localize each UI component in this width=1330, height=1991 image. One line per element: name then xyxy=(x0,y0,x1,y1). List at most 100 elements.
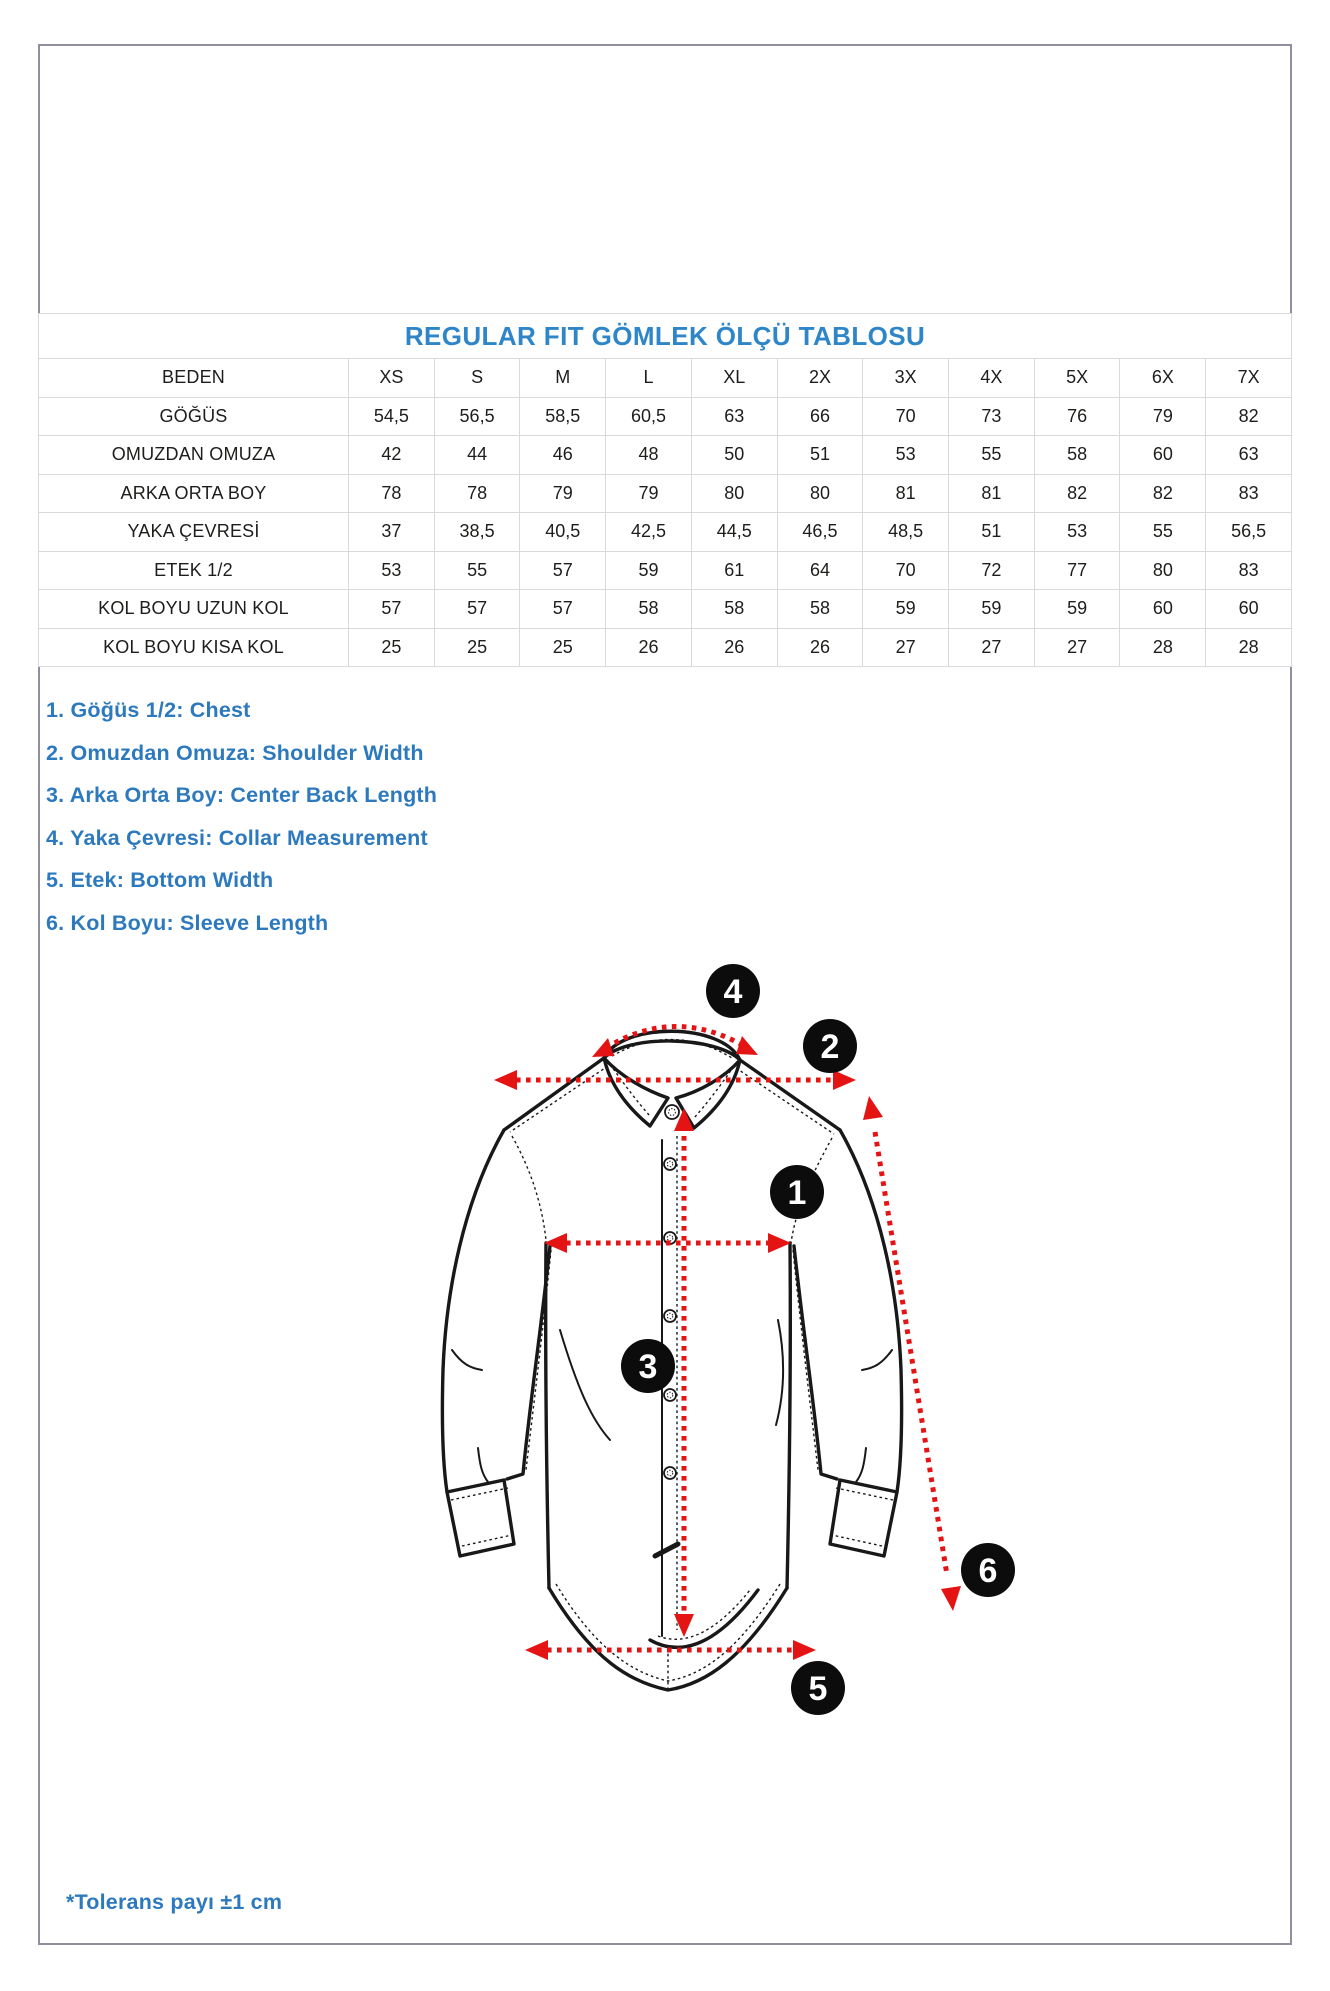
size-value-cell: 27 xyxy=(862,627,950,667)
legend-item: 6. Kol Boyu: Sleeve Length xyxy=(46,910,329,935)
size-value-cell: 73 xyxy=(948,396,1035,436)
size-value-cell: 42,5 xyxy=(605,512,692,552)
left-shoulder xyxy=(502,1056,606,1132)
size-value-cell: 76 xyxy=(1033,396,1121,436)
right-shoulder xyxy=(738,1058,842,1132)
marker-hem: 5 xyxy=(791,1661,845,1715)
tolerance-note: *Tolerans payı ±1 cm xyxy=(66,1890,283,1914)
marker-collar: 4 xyxy=(706,964,760,1018)
size-value-cell: 54,5 xyxy=(348,396,435,436)
size-value-cell: 58 xyxy=(690,589,778,629)
collar-right-leaf xyxy=(674,1058,742,1130)
body-right-side xyxy=(785,1241,792,1590)
size-value-cell: 57 xyxy=(348,589,435,629)
size-value-cell: 40,5 xyxy=(519,512,607,552)
size-value-cell: 55 xyxy=(1119,512,1207,552)
legend-item: 5. Etek: Bottom Width xyxy=(46,868,274,892)
legend-list: 1. Göğüs 1/2: Chest 2. Omuzdan Omuza: Sho… xyxy=(46,698,437,953)
shirt-drawing xyxy=(440,1029,904,1692)
size-value-cell: 80 xyxy=(690,473,778,513)
body-left-side xyxy=(544,1241,551,1590)
size-value-cell: 55 xyxy=(948,435,1035,475)
size-value-cell: 78 xyxy=(433,473,521,513)
size-value-cell: 59 xyxy=(862,589,950,629)
size-value-cell: 26 xyxy=(690,627,778,667)
table-row: KOL BOYU KISA KOL 25 25 25 26 26 26 27 27 27 28 28 xyxy=(38,627,1292,667)
left-sleeve xyxy=(440,1128,506,1494)
table-title: REGULAR FIT GÖMLEK ÖLÇÜ TABLOSU xyxy=(38,313,1292,359)
svg-text:6: 6 xyxy=(979,1552,998,1590)
size-value-cell: 70 xyxy=(862,550,950,590)
size-column-header: 3X xyxy=(862,358,950,398)
size-value-cell: 58 xyxy=(605,589,692,629)
page-frame xyxy=(38,44,1292,1945)
size-value-cell: 50 xyxy=(690,435,778,475)
collar-arc-arrow xyxy=(604,1024,746,1051)
legend-item: 1. Göğüs 1/2: Chest xyxy=(46,698,251,722)
size-value-cell: 26 xyxy=(605,627,692,667)
svg-text:5: 5 xyxy=(809,1670,828,1708)
size-value-cell: 82 xyxy=(1119,473,1207,513)
placket-buttons xyxy=(663,1157,677,1480)
left-cuff xyxy=(445,1478,516,1558)
table-row: YAKA ÇEVRESİ 37 38,5 40,5 42,5 44,5 46,5 48,5 51… xyxy=(38,512,1292,552)
table-row: ETEK 1/2 53 55 57 59 61 64 70 72 77 80 83 xyxy=(38,550,1292,590)
size-value-cell: 46 xyxy=(519,435,607,475)
legend-item: 3. Arka Orta Boy: Center Back Length xyxy=(46,783,438,807)
legend-item: 4. Yaka Çevresi: Collar Measurement xyxy=(46,825,428,850)
size-value-cell: 28 xyxy=(1119,627,1207,667)
hem-curve xyxy=(547,1586,789,1692)
size-value-cell: 55 xyxy=(433,550,521,590)
right-sleeve-inner xyxy=(792,1244,839,1481)
marker-sleeve: 6 xyxy=(961,1543,1015,1597)
size-value-cell: 63 xyxy=(1205,435,1292,475)
size-value-cell: 59 xyxy=(948,589,1035,629)
table-title-row: REGULAR FIT GÖMLEK ÖLÇÜ TABLOSU xyxy=(38,313,1292,359)
size-value-cell: 44 xyxy=(433,435,521,475)
size-value-cell: 63 xyxy=(690,396,778,436)
row-label: GÖĞÜS xyxy=(38,396,349,436)
collar-button xyxy=(664,1104,680,1120)
size-value-cell: 26 xyxy=(776,627,864,667)
size-value-cell: 59 xyxy=(1033,589,1121,629)
size-column-header: L xyxy=(605,358,692,398)
size-value-cell: 78 xyxy=(348,473,435,513)
size-value-cell: 25 xyxy=(519,627,607,667)
size-value-cell: 27 xyxy=(1033,627,1121,667)
hem-flap xyxy=(648,1588,760,1650)
table-row: OMUZDAN OMUZA 42 44 46 48 50 51 53 55 58 60 63 xyxy=(38,435,1292,475)
size-value-cell: 27 xyxy=(948,627,1035,667)
size-value-cell: 42 xyxy=(348,435,435,475)
size-value-cell: 80 xyxy=(776,473,864,513)
size-column-header: 4X xyxy=(948,358,1035,398)
marker-back: 3 xyxy=(621,1339,675,1393)
legend-item: 2. Omuzdan Omuza: Shoulder Width xyxy=(46,740,424,765)
sleeve-arrow xyxy=(872,1131,950,1576)
size-value-cell: 60 xyxy=(1119,589,1207,629)
size-value-cell: 53 xyxy=(348,550,435,590)
marker-shoulder: 2 xyxy=(803,1019,857,1073)
size-value-cell: 28 xyxy=(1205,627,1292,667)
size-table: REGULAR FIT GÖMLEK ÖLÇÜ TABLOSU BEDEN XS… xyxy=(38,313,1292,667)
size-value-cell: 44,5 xyxy=(690,512,778,552)
size-value-cell: 82 xyxy=(1205,396,1292,436)
size-value-cell: 25 xyxy=(433,627,521,667)
size-value-cell: 81 xyxy=(948,473,1035,513)
size-value-cell: 46,5 xyxy=(776,512,864,552)
size-value-cell: 58 xyxy=(1033,435,1121,475)
row-label: KOL BOYU UZUN KOL xyxy=(38,589,349,629)
size-value-cell: 25 xyxy=(348,627,435,667)
table-row: ARKA ORTA BOY 78 78 79 79 80 80 81 81 82 82 83 xyxy=(38,473,1292,513)
size-value-cell: 79 xyxy=(1119,396,1207,436)
row-label: OMUZDAN OMUZA xyxy=(38,435,349,475)
size-value-cell: 60,5 xyxy=(605,396,692,436)
svg-text:2: 2 xyxy=(821,1028,840,1066)
size-value-cell: 79 xyxy=(519,473,607,513)
right-sleeve xyxy=(838,1128,904,1494)
size-value-cell: 58,5 xyxy=(519,396,607,436)
table-body: GÖĞÜS 54,5 56,5 58,5 60,5 63 66 70 73 76 79 82 OMUZD… xyxy=(38,396,1292,667)
row-label: KOL BOYU KISA KOL xyxy=(38,627,349,667)
measurement-arrows xyxy=(494,1024,961,1660)
